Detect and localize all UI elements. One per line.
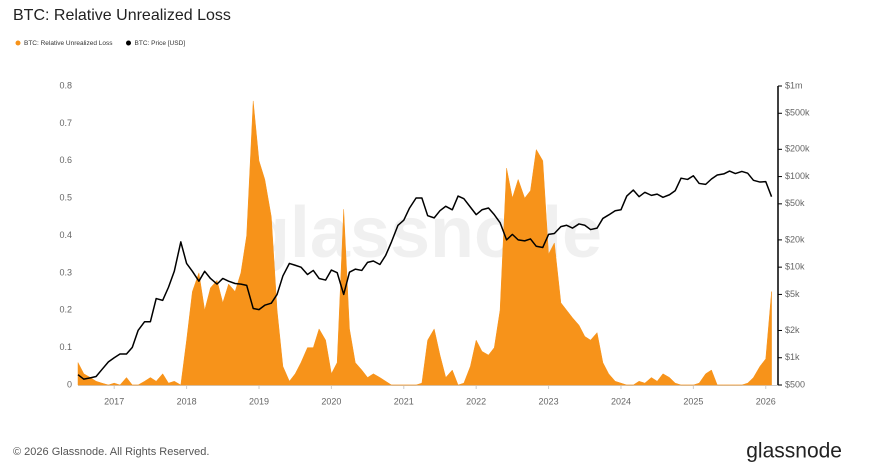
legend-marker: [126, 40, 132, 46]
x-tick-label: 2020: [321, 396, 341, 406]
x-tick-label: 2018: [177, 396, 197, 406]
y2-tick-label: $2k: [785, 325, 800, 335]
x-tick-label: 2025: [683, 396, 703, 406]
y2-tick-label: $500k: [785, 108, 810, 118]
y2-tick-label: $5k: [785, 289, 800, 299]
y2-tick-label: $500: [785, 379, 805, 389]
y-tick-label: 0.7: [59, 118, 72, 128]
area: [77, 100, 772, 386]
x-tick-label: 2023: [539, 396, 559, 406]
y-tick-label: 0.3: [59, 267, 72, 277]
chart-title: BTC: Relative Unrealized Loss: [13, 7, 231, 24]
price-line: [77, 170, 773, 380]
y-tick-label: 0.8: [59, 80, 72, 90]
y-tick-label: 0.4: [59, 230, 72, 240]
legend-marker: [15, 40, 21, 46]
x-tick-label: 2019: [249, 396, 269, 406]
y2-tick-label: $1k: [785, 352, 800, 362]
legend-label: BTC: Relative Unrealized Loss: [24, 40, 113, 47]
x-tick-label: 2017: [104, 396, 124, 406]
x-tick-label: 2021: [394, 396, 414, 406]
x-tick-label: 2026: [756, 396, 776, 406]
y2-tick-label: $50k: [785, 198, 805, 208]
x-tick-label: 2024: [611, 396, 631, 406]
y-tick-label: 0: [67, 379, 72, 389]
x-tick-label: 2022: [466, 396, 486, 406]
legend-label: BTC: Price [USD]: [135, 40, 186, 47]
legend: BTC: Relative Unrealized Loss BTC: Price …: [15, 40, 186, 47]
y-tick-label: 0.2: [59, 305, 72, 315]
y-tick-label: 0.1: [59, 342, 72, 352]
y2-tick-label: $100k: [785, 171, 810, 181]
y2-tick-label: $200k: [785, 144, 810, 154]
brand-logo: glassnode: [746, 440, 842, 463]
y-tick-label: 0.6: [59, 155, 72, 165]
y-tick-label: 0.5: [59, 193, 72, 203]
y2-tick-label: $20k: [785, 234, 805, 244]
y2-tick-label: $10k: [785, 262, 805, 272]
y2-tick-label: $1m: [785, 80, 803, 90]
footer: © 2026 Glassnode. All Rights Reserved.: [13, 446, 209, 458]
